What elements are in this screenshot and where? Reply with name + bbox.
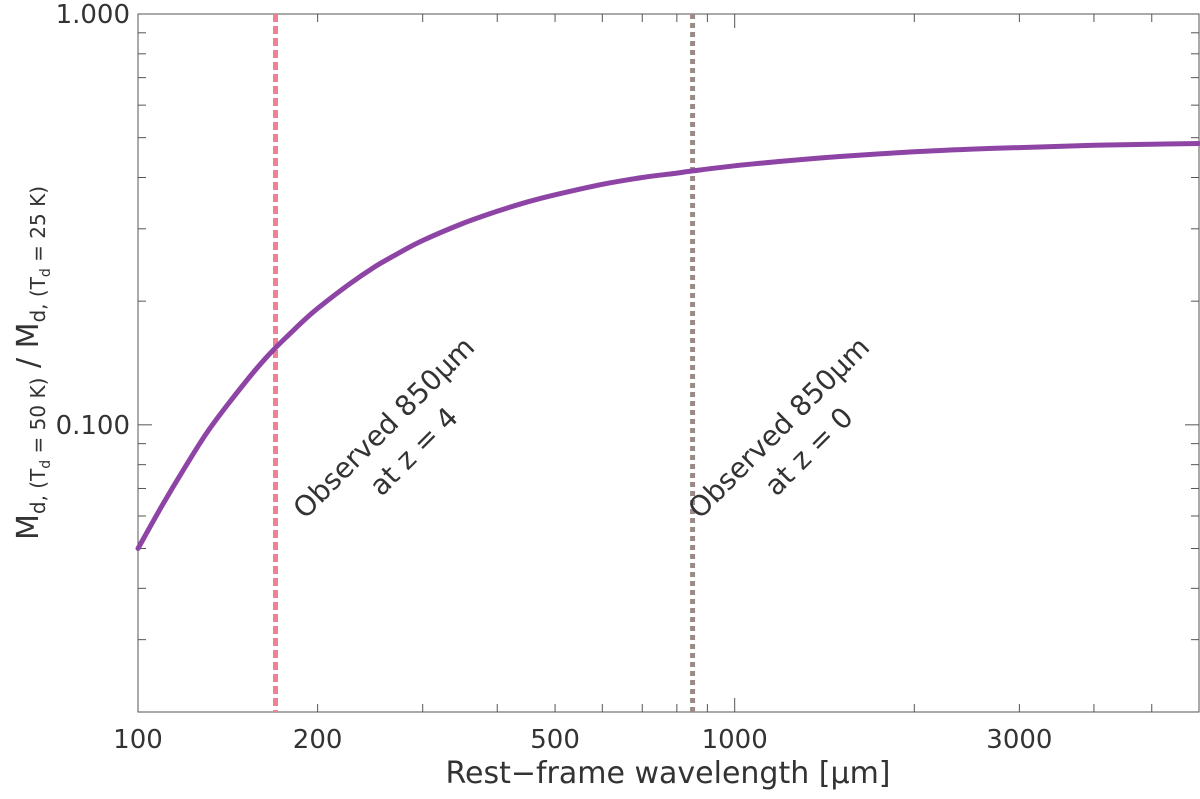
y-label-m2: M: [11, 323, 46, 349]
y-label-sub2: d, (T: [26, 276, 50, 322]
x-tick-label: 3000: [986, 725, 1052, 755]
x-tick-label: 100: [113, 725, 163, 755]
plot-frame: [137, 13, 1200, 713]
y-label-slash: /: [11, 348, 46, 377]
x-tick-labels: 100 200 500 1000 3000: [113, 725, 1052, 755]
x-tick-label: 200: [293, 725, 343, 755]
y-label-sub1-val: = 50 K): [26, 378, 50, 460]
annotation-z4: Observed 850μm at z = 4: [287, 330, 482, 525]
series-line: [135, 141, 1200, 551]
minor-ticks: [138, 14, 1200, 713]
x-tick-label: 500: [530, 725, 580, 755]
reference-lines: [273, 14, 696, 712]
y-tick-label: 1.000: [56, 0, 130, 30]
y-label-sub1-td: d: [38, 460, 54, 469]
data-series: [135, 141, 1200, 551]
y-axis-label: Md, (Td = 50 K) / Md, (Td = 25 K): [11, 186, 54, 540]
y-tick-label: 0.100: [56, 411, 130, 441]
y-tick-labels: 0.100 1.000: [56, 0, 130, 441]
major-ticks: [137, 13, 1199, 712]
y-label-sub1: d, (T: [26, 468, 50, 514]
y-label-sub2-val: = 25 K): [26, 186, 50, 268]
x-axis-label: Rest−frame wavelength [μm]: [446, 756, 891, 791]
annotation-z0: Observed 850μm at z = 0: [682, 330, 877, 525]
x-tick-label: 1000: [702, 725, 768, 755]
y-label-m1: M: [11, 514, 46, 540]
y-label-sub2-td: d: [38, 268, 54, 277]
